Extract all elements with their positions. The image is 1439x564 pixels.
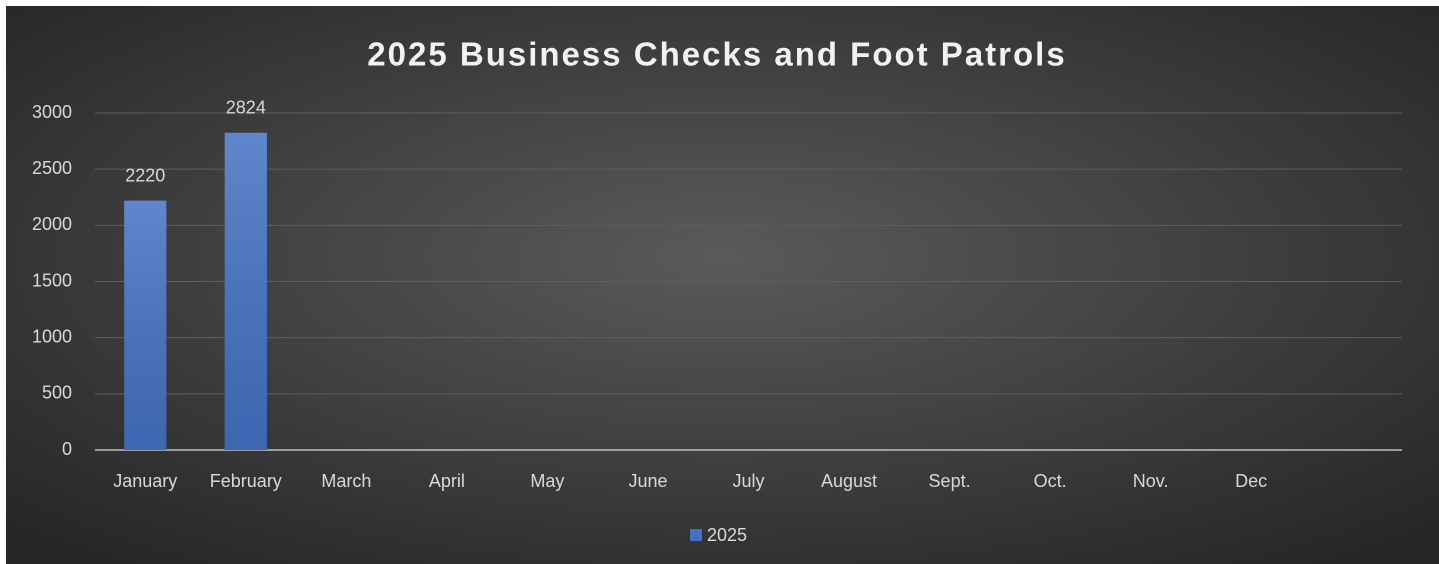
data-label: 2220: [125, 165, 165, 185]
x-tick-label: March: [321, 471, 371, 491]
x-tick-label: January: [113, 471, 177, 491]
y-tick-label: 3000: [32, 102, 72, 122]
x-tick-label: June: [628, 471, 667, 491]
bar: [124, 200, 167, 450]
legend-swatch: [690, 529, 702, 541]
x-tick-label: Oct.: [1034, 471, 1067, 491]
x-tick-label: Sept.: [929, 471, 971, 491]
y-tick-label: 2500: [32, 158, 72, 178]
legend-label: 2025: [707, 525, 747, 545]
x-tick-label: April: [429, 471, 465, 491]
chart-title: 2025 Business Checks and Foot Patrols: [367, 36, 1066, 73]
y-tick-label: 0: [62, 439, 72, 459]
y-tick-label: 2000: [32, 214, 72, 234]
bar: [224, 132, 267, 450]
data-label: 2824: [226, 98, 266, 118]
x-tick-label: Dec: [1235, 471, 1267, 491]
x-tick-label: May: [530, 471, 564, 491]
y-tick-label: 1500: [32, 270, 72, 290]
x-tick-label: Nov.: [1133, 471, 1169, 491]
y-tick-label: 1000: [32, 326, 72, 346]
y-tick-label: 500: [42, 383, 72, 403]
x-tick-label: July: [732, 471, 764, 491]
x-tick-label: August: [821, 471, 877, 491]
x-tick-label: February: [210, 471, 282, 491]
